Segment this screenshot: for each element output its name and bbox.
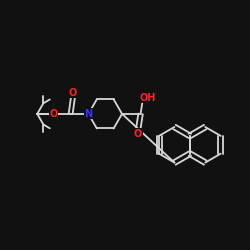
Text: N: N (84, 109, 92, 119)
Text: O: O (134, 129, 142, 139)
Text: OH: OH (139, 93, 156, 103)
Text: O: O (49, 109, 58, 119)
Text: O: O (69, 88, 77, 98)
